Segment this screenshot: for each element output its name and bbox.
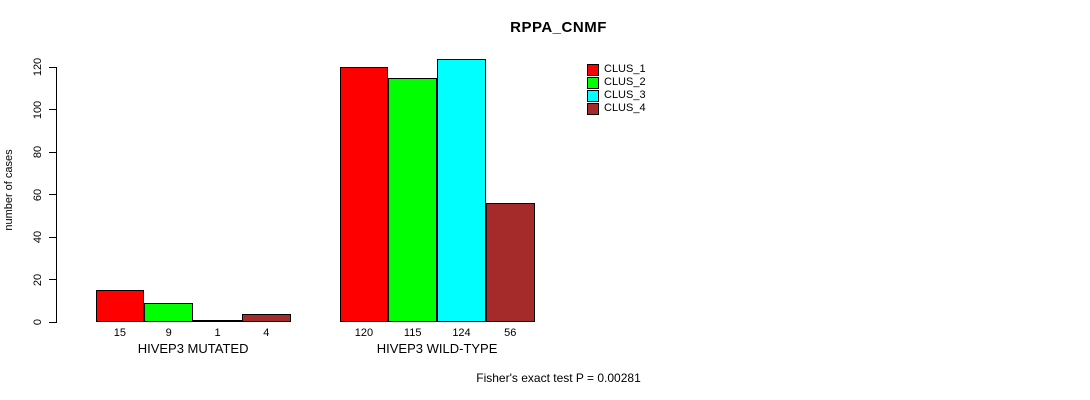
legend-item-clus_4: CLUS_4 bbox=[587, 102, 646, 115]
bar-clus_2-group1 bbox=[144, 302, 194, 322]
y-tick-label: 20 bbox=[32, 273, 44, 286]
y-axis-label: number of cases bbox=[3, 149, 15, 231]
y-tick-label: 40 bbox=[32, 230, 44, 244]
y-tick-mark bbox=[49, 236, 56, 238]
bar-value-label: 124 bbox=[452, 327, 471, 339]
y-tick-mark bbox=[49, 194, 56, 195]
bar-clus_4-group2 bbox=[485, 203, 535, 322]
legend-label: CLUS_3 bbox=[604, 89, 646, 101]
bar-value-label: 115 bbox=[403, 327, 422, 339]
legend-label: CLUS_4 bbox=[604, 102, 646, 114]
bar-clus_2-group2 bbox=[388, 77, 438, 322]
chart-title: RPPA_CNMF bbox=[510, 19, 607, 36]
bar-value-label: 9 bbox=[165, 327, 172, 339]
y-axis-line bbox=[56, 67, 57, 323]
y-tick-mark bbox=[49, 321, 56, 323]
bar-clus_4-group1 bbox=[241, 313, 291, 322]
bar-value-label: 4 bbox=[263, 327, 270, 339]
y-tick-mark bbox=[49, 279, 56, 280]
legend-swatch-clus_2 bbox=[587, 76, 599, 89]
legend-item-clus_2: CLUS_2 bbox=[587, 76, 646, 89]
y-tick-mark bbox=[49, 109, 56, 110]
legend-label: CLUS_2 bbox=[604, 76, 646, 88]
bar-value-label: 56 bbox=[504, 327, 517, 339]
legend-item-clus_1: CLUS_1 bbox=[587, 63, 646, 76]
x-group-label: HIVEP3 MUTATED bbox=[137, 341, 249, 356]
y-tick-mark bbox=[49, 151, 56, 153]
y-tick-mark bbox=[49, 66, 56, 68]
bar-clus_1-group1 bbox=[95, 290, 145, 322]
bar-value-label: 1 bbox=[214, 327, 221, 339]
x-group-label: HIVEP3 WILD-TYPE bbox=[376, 341, 498, 356]
fisher-test-annotation: Fisher's exact test P = 0.00281 bbox=[476, 371, 641, 385]
bar-clus_3-group2 bbox=[437, 58, 486, 322]
legend-swatch-clus_1 bbox=[587, 63, 599, 76]
bar-clus_3-group1 bbox=[193, 319, 242, 322]
y-tick-label: 80 bbox=[32, 145, 44, 159]
bar-value-label: 120 bbox=[354, 327, 374, 339]
legend-swatch-clus_4 bbox=[587, 102, 599, 115]
legend-label: CLUS_1 bbox=[604, 63, 646, 75]
y-tick-label: 0 bbox=[32, 318, 44, 326]
bar-value-label: 15 bbox=[113, 327, 127, 339]
legend: CLUS_1 CLUS_2 CLUS_3 CLUS_4 bbox=[587, 63, 646, 115]
y-tick-label: 60 bbox=[32, 188, 44, 201]
y-tick-label: 100 bbox=[32, 100, 44, 119]
legend-item-clus_3: CLUS_3 bbox=[587, 89, 646, 102]
bar-clus_1-group2 bbox=[339, 67, 389, 322]
legend-swatch-clus_3 bbox=[587, 89, 599, 102]
y-tick-label: 120 bbox=[32, 57, 44, 77]
